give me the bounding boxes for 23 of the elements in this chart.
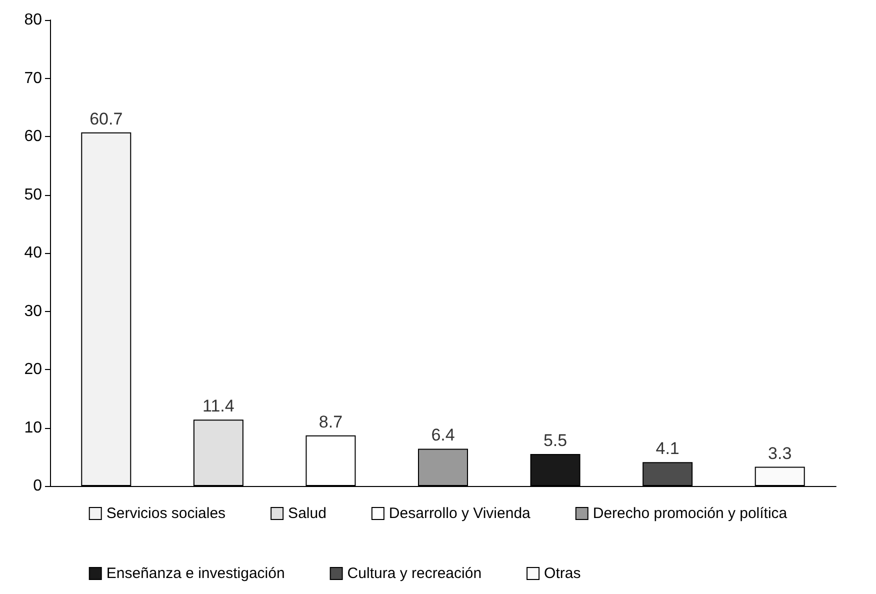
y-tick-label: 10 — [24, 419, 42, 436]
data-label: 60.7 — [90, 109, 123, 128]
legend-label: Derecho promoción y política — [592, 505, 788, 522]
y-tick-label: 0 — [33, 478, 42, 494]
y-tick-label: 80 — [24, 12, 42, 28]
data-label: 5.5 — [543, 430, 568, 450]
data-label: 4.1 — [656, 439, 680, 458]
y-tick-label: 50 — [24, 186, 42, 204]
data-label: 6.4 — [431, 426, 455, 445]
data-label: 11.4 — [202, 396, 234, 416]
legend-label: Servicios sociales — [106, 505, 226, 522]
y-tick-label: 30 — [24, 302, 42, 320]
legend-label: Enseñanza e investigación — [106, 565, 285, 582]
y-tick-label: 20 — [24, 361, 42, 378]
y-tick-label: 40 — [24, 244, 42, 262]
legend-label: Desarrollo y Vivienda — [388, 505, 532, 522]
data-label: 3.3 — [768, 444, 792, 463]
y-tick-label: 70 — [24, 70, 42, 87]
legend-label: Otras — [544, 565, 581, 582]
data-label: 8.7 — [318, 412, 343, 432]
legend-label: Cultura y recreación — [347, 565, 482, 582]
y-tick-label: 60 — [24, 128, 42, 145]
legend-label: Salud — [288, 505, 326, 522]
